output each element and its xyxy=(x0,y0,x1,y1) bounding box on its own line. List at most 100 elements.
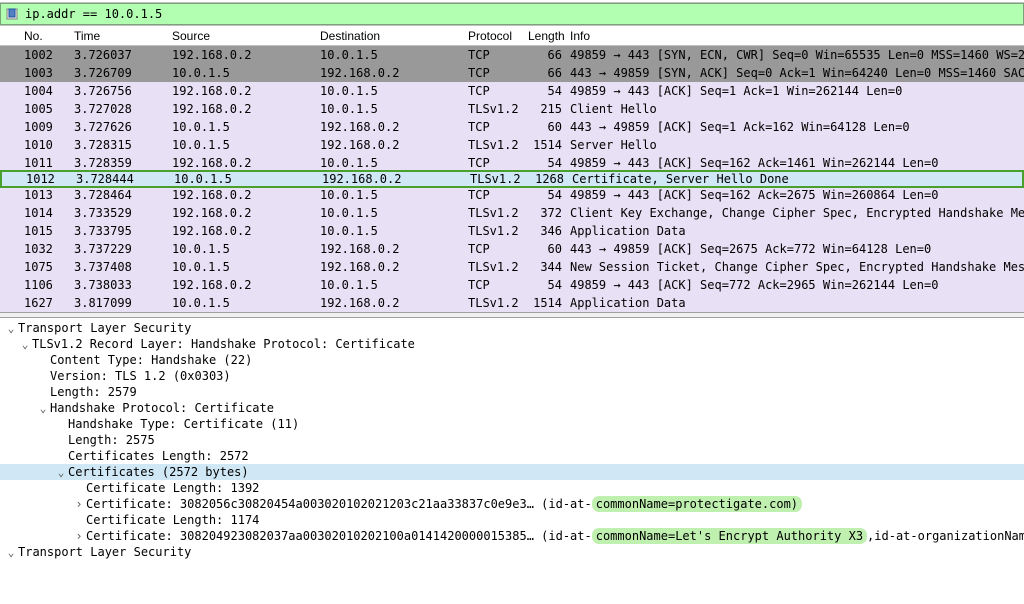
packet-row[interactable]: 10043.726756192.168.0.210.0.1.5TCP544985… xyxy=(0,82,1024,100)
cert-commonname-highlight: commonName=Let's Encrypt Authority X3 xyxy=(592,528,867,544)
cert-commonname-highlight: commonName=protectigate.com) xyxy=(592,496,802,512)
cell-no: 1627 xyxy=(20,296,70,310)
cell-info: 443 → 49859 [ACK] Seq=2675 Ack=772 Win=6… xyxy=(566,242,1024,256)
packet-row[interactable]: 11063.738033192.168.0.210.0.1.5TCP544985… xyxy=(0,276,1024,294)
cell-len: 346 xyxy=(524,224,566,238)
packet-row[interactable]: 10023.726037192.168.0.210.0.1.5TCP664985… xyxy=(0,46,1024,64)
col-header-no[interactable]: No. xyxy=(20,29,70,43)
packet-row[interactable]: 10143.733529192.168.0.210.0.1.5TLSv1.237… xyxy=(0,204,1024,222)
cell-src: 192.168.0.2 xyxy=(168,156,316,170)
cell-dst: 10.0.1.5 xyxy=(316,156,464,170)
cell-len: 54 xyxy=(524,278,566,292)
cell-len: 54 xyxy=(524,84,566,98)
cell-src: 192.168.0.2 xyxy=(168,206,316,220)
cell-dst: 10.0.1.5 xyxy=(316,84,464,98)
cell-src: 192.168.0.2 xyxy=(168,102,316,116)
packet-list-header[interactable]: No. Time Source Destination Protocol Len… xyxy=(0,26,1024,46)
cell-proto: TCP xyxy=(464,242,524,256)
col-header-destination[interactable]: Destination xyxy=(316,29,464,43)
display-filter-input[interactable] xyxy=(23,6,1019,22)
tree-version[interactable]: Version: TLS 1.2 (0x0303) xyxy=(0,368,1024,384)
packet-row[interactable]: 10123.72844410.0.1.5192.168.0.2TLSv1.212… xyxy=(0,170,1024,188)
cell-time: 3.817099 xyxy=(70,296,168,310)
cell-src: 10.0.1.5 xyxy=(168,66,316,80)
col-header-time[interactable]: Time xyxy=(70,29,168,43)
col-header-length[interactable]: Length xyxy=(524,29,566,43)
tree-label: Certificates Length: 2572 xyxy=(68,449,249,463)
cell-src: 10.0.1.5 xyxy=(168,260,316,274)
cell-info: Client Key Exchange, Change Cipher Spec,… xyxy=(566,206,1024,220)
tree-label: Handshake Type: Certificate (11) xyxy=(68,417,299,431)
packet-row[interactable]: 10153.733795192.168.0.210.0.1.5TLSv1.234… xyxy=(0,222,1024,240)
packet-row[interactable]: 16273.81709910.0.1.5192.168.0.2TLSv1.215… xyxy=(0,294,1024,312)
cell-no: 1011 xyxy=(20,156,70,170)
cell-info: Application Data xyxy=(566,224,1024,238)
packet-row[interactable]: 10133.728464192.168.0.210.0.1.5TCP544985… xyxy=(0,186,1024,204)
expand-toggle-icon[interactable] xyxy=(18,338,32,351)
cell-time: 3.726709 xyxy=(70,66,168,80)
cell-len: 344 xyxy=(524,260,566,274)
cell-no: 1002 xyxy=(20,48,70,62)
tree-handshake-type[interactable]: Handshake Type: Certificate (11) xyxy=(0,416,1024,432)
cell-info: 443 → 49859 [ACK] Seq=1 Ack=162 Win=6412… xyxy=(566,120,1024,134)
expand-toggle-icon[interactable] xyxy=(4,322,18,335)
tree-handshake-length[interactable]: Length: 2575 xyxy=(0,432,1024,448)
tree-tls-root[interactable]: Transport Layer Security xyxy=(0,320,1024,336)
tree-length[interactable]: Length: 2579 xyxy=(0,384,1024,400)
cell-src: 192.168.0.2 xyxy=(168,224,316,238)
expand-toggle-icon[interactable] xyxy=(4,546,18,559)
tree-cert-length-1[interactable]: Certificate Length: 1392 xyxy=(0,480,1024,496)
tree-cert-2[interactable]: Certificate: 308204923082037aa0030201020… xyxy=(0,528,1024,544)
tree-tls-root-2[interactable]: Transport Layer Security xyxy=(0,544,1024,560)
display-filter-bar[interactable] xyxy=(0,3,1024,25)
packet-row[interactable]: 10103.72831510.0.1.5192.168.0.2TLSv1.215… xyxy=(0,136,1024,154)
cell-info: Application Data xyxy=(566,296,1024,310)
packet-row[interactable]: 10323.73722910.0.1.5192.168.0.2TCP60443 … xyxy=(0,240,1024,258)
packet-details-pane[interactable]: Transport Layer Security TLSv1.2 Record … xyxy=(0,318,1024,562)
cell-no: 1032 xyxy=(20,242,70,256)
cell-len: 60 xyxy=(524,120,566,134)
cell-proto: TLSv1.2 xyxy=(464,206,524,220)
cell-info: 49859 → 443 [ACK] Seq=162 Ack=2675 Win=2… xyxy=(566,188,1024,202)
cell-info: 49859 → 443 [ACK] Seq=162 Ack=1461 Win=2… xyxy=(566,156,1024,170)
cell-info: New Session Ticket, Change Cipher Spec, … xyxy=(566,260,1024,274)
tree-label: Length: 2579 xyxy=(50,385,137,399)
collapse-toggle-icon[interactable] xyxy=(72,529,86,543)
col-header-protocol[interactable]: Protocol xyxy=(464,29,524,43)
cell-proto: TLSv1.2 xyxy=(466,172,526,186)
cell-no: 1014 xyxy=(20,206,70,220)
tree-label: Handshake Protocol: Certificate xyxy=(50,401,274,415)
collapse-toggle-icon[interactable] xyxy=(72,497,86,511)
cell-len: 372 xyxy=(524,206,566,220)
bookmark-icon[interactable] xyxy=(5,7,19,21)
tree-record-layer[interactable]: TLSv1.2 Record Layer: Handshake Protocol… xyxy=(0,336,1024,352)
tree-handshake-protocol[interactable]: Handshake Protocol: Certificate xyxy=(0,400,1024,416)
cell-src: 192.168.0.2 xyxy=(168,188,316,202)
cell-dst: 10.0.1.5 xyxy=(316,102,464,116)
cell-src: 192.168.0.2 xyxy=(168,278,316,292)
cell-no: 1015 xyxy=(20,224,70,238)
tree-content-type[interactable]: Content Type: Handshake (22) xyxy=(0,352,1024,368)
cell-len: 215 xyxy=(524,102,566,116)
expand-toggle-icon[interactable] xyxy=(36,402,50,415)
cell-no: 1013 xyxy=(20,188,70,202)
cell-proto: TCP xyxy=(464,48,524,62)
packet-row[interactable]: 10053.727028192.168.0.210.0.1.5TLSv1.221… xyxy=(0,100,1024,118)
packet-row[interactable]: 10093.72762610.0.1.5192.168.0.2TCP60443 … xyxy=(0,118,1024,136)
tree-cert-1[interactable]: Certificate: 3082056c30820454a0030201020… xyxy=(0,496,1024,512)
expand-toggle-icon[interactable] xyxy=(54,466,68,479)
tree-cert-length-2[interactable]: Certificate Length: 1174 xyxy=(0,512,1024,528)
col-header-source[interactable]: Source xyxy=(168,29,316,43)
tree-certificates-length[interactable]: Certificates Length: 2572 xyxy=(0,448,1024,464)
cell-no: 1012 xyxy=(22,172,72,186)
cell-no: 1106 xyxy=(20,278,70,292)
cell-dst: 192.168.0.2 xyxy=(316,66,464,80)
packet-row[interactable]: 10753.73740810.0.1.5192.168.0.2TLSv1.234… xyxy=(0,258,1024,276)
cert-prefix: Certificate: 308204923082037aa0030201020… xyxy=(86,529,592,543)
col-header-info[interactable]: Info xyxy=(566,29,1024,43)
cell-len: 66 xyxy=(524,66,566,80)
tree-certificates-header[interactable]: Certificates (2572 bytes) xyxy=(0,464,1024,480)
cell-no: 1005 xyxy=(20,102,70,116)
cell-proto: TCP xyxy=(464,188,524,202)
packet-row[interactable]: 10033.72670910.0.1.5192.168.0.2TCP66443 … xyxy=(0,64,1024,82)
